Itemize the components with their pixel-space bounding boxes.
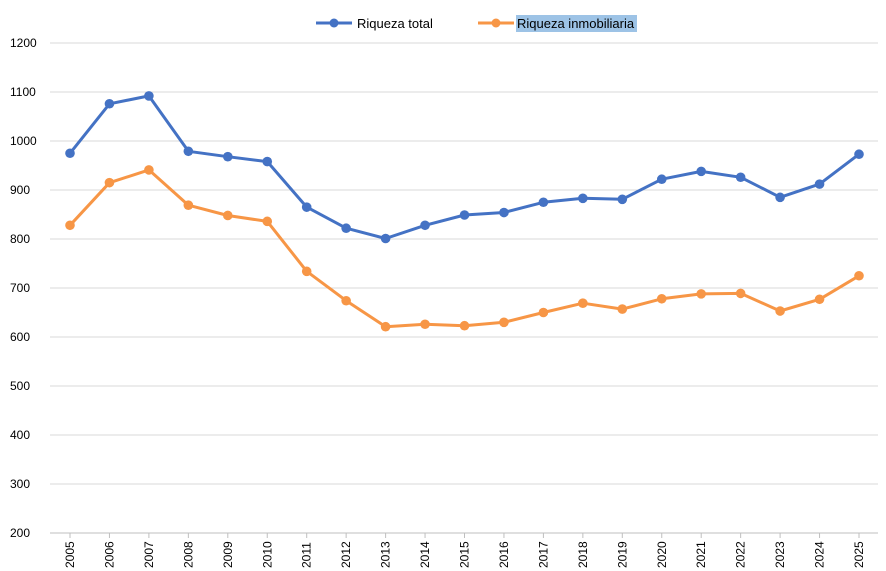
data-point-1 [65,220,75,231]
data-point-1 [814,294,825,305]
x-axis: 2005 2006 2007 2008 2009 2010 2011 2012 2013 2014… [63,533,866,568]
y-tick-label: 1200 [10,36,37,50]
data-point-0 [301,202,312,212]
data-point-0 [65,148,75,159]
data-point-0 [538,197,549,208]
x-tick-label: 2008 [181,541,195,568]
data-point-1 [656,293,667,304]
data-point-0 [656,174,667,185]
x-tick-label: 2005 [63,541,77,568]
data-point-1 [775,306,785,316]
x-tick-label: 2019 [615,541,629,568]
y-tick-label: 1000 [10,134,37,148]
data-point-1 [223,210,233,221]
y-tick-label: 400 [10,428,30,442]
x-tick-label: 2014 [418,541,432,568]
y-tick-label: 200 [10,526,30,540]
data-point-1 [696,289,706,299]
data-point-0 [420,220,430,231]
data-point-0 [262,156,273,167]
y-tick-label: 300 [10,477,30,491]
data-point-1 [735,288,746,299]
x-tick-label: 2022 [734,541,748,568]
data-point-0 [775,192,785,203]
x-tick-label: 2012 [339,541,353,568]
data-point-0 [499,207,509,218]
data-point-1 [538,307,549,318]
data-point-0 [104,98,115,109]
y-tick-label: 600 [10,330,30,344]
legend-marker-1 [491,18,501,28]
legend-label-0: Riqueza total [357,16,433,31]
x-tick-label: 2009 [221,541,235,568]
x-tick-label: 2020 [655,541,669,568]
data-point-0 [578,193,588,204]
y-tick-label: 800 [10,232,30,246]
data-point-0 [380,233,391,244]
legend-label-1: Riqueza inmobiliaria [517,16,635,31]
data-point-1 [499,317,509,328]
x-tick-label: 2015 [458,541,472,568]
data-point-0 [814,179,825,189]
y-tick-label: 500 [10,379,30,393]
data-point-1 [459,320,470,331]
x-tick-label: 2006 [102,541,116,568]
data-point-0 [617,194,628,205]
x-tick-label: 2010 [260,541,274,568]
data-point-1 [262,216,273,227]
y-tick-label: 700 [10,281,30,295]
data-point-0 [144,91,154,101]
data-point-1 [617,304,628,314]
x-tick-label: 2018 [576,541,590,568]
data-point-1 [341,295,351,306]
data-point-1 [578,298,588,308]
series-group [65,91,864,332]
data-point-1 [301,266,312,277]
x-tick-label: 2017 [536,541,550,568]
x-tick-label: 2025 [852,541,866,568]
data-point-0 [341,223,351,234]
x-tick-label: 2007 [142,541,156,568]
y-tick-label: 1100 [10,85,36,99]
data-point-0 [223,151,233,162]
x-tick-label: 2013 [379,541,393,568]
x-tick-label: 2016 [497,541,511,568]
x-tick-label: 2024 [813,541,827,568]
data-point-1 [104,177,115,188]
data-point-0 [183,146,194,157]
legend-highlight [516,15,637,32]
legend: Riqueza total Riqueza inmobiliaria [316,15,637,32]
data-point-1 [854,270,864,281]
x-tick-label: 2021 [694,541,708,568]
x-tick-label: 2023 [773,541,787,568]
data-point-0 [854,149,864,160]
x-tick-label: 2011 [300,542,314,568]
data-point-1 [380,321,391,332]
data-point-0 [696,166,706,177]
data-point-1 [183,200,194,210]
data-point-0 [735,172,746,183]
data-point-1 [420,319,430,330]
gridlines [50,42,878,534]
y-axis: 200 300 400 500 600 700 800 900 1000 1100 1200 [10,36,37,540]
data-point-1 [144,165,154,175]
series-line-1 [68,168,861,329]
legend-marker-0 [329,18,339,28]
data-point-0 [459,210,470,220]
y-tick-label: 900 [10,183,30,197]
